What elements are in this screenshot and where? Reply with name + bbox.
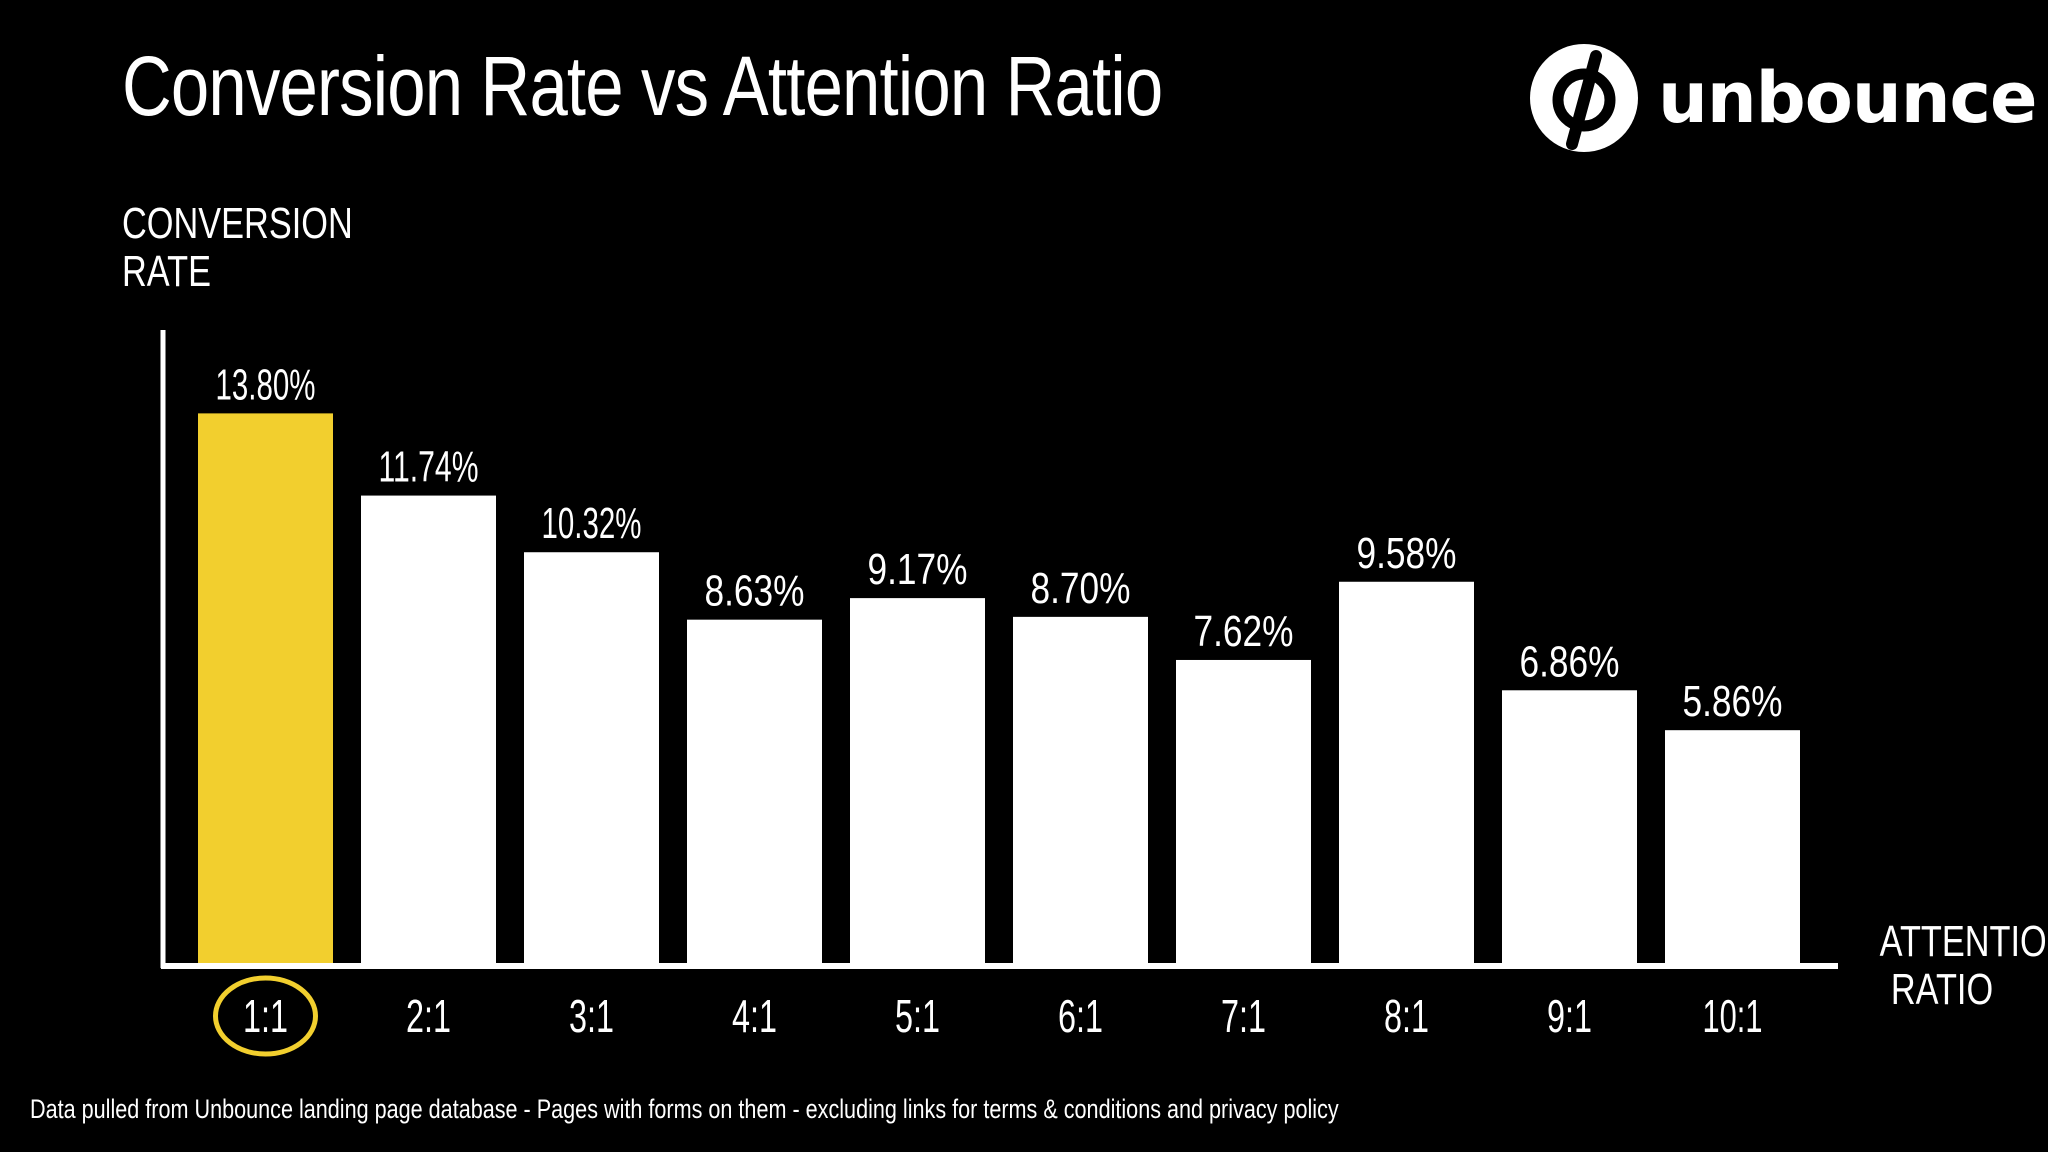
data-labels-layer: 13.80% 11.74% 10.32% 8.63% 9.17% 8.70% 7.62% 9.…: [216, 360, 1783, 726]
brand-name: unbounce: [1658, 57, 2038, 139]
bar-1-1: [198, 413, 333, 964]
bar-3-1: [524, 552, 659, 964]
data-label: 6.86%: [1520, 637, 1620, 686]
bar-9-1: [1502, 690, 1637, 964]
data-label: 9.58%: [1357, 529, 1457, 578]
chart-title: Conversion Rate vs Attention Ratio: [122, 39, 1163, 133]
data-label: 11.74%: [379, 443, 479, 492]
y-axis-label: CONVERSION RATE: [122, 199, 353, 296]
footnote: Data pulled from Unbounce landing page d…: [30, 1094, 1339, 1124]
brand: unbounce: [1528, 42, 2038, 154]
bar-10-1: [1665, 730, 1800, 964]
data-label: 13.80%: [216, 360, 316, 409]
highlight-ring: [213, 975, 318, 1057]
bar-5-1: [850, 598, 985, 964]
x-tick-labels-layer: 1:1 2:1 3:1 4:1 5:1 6:1 7:1 8:1 9:1 10:1: [213, 975, 1763, 1057]
x-tick-label: 8:1: [1384, 990, 1429, 1042]
data-label: 8.70%: [1031, 564, 1131, 613]
bar-8-1: [1339, 581, 1474, 964]
unbounce-logo-icon: [1530, 44, 1638, 152]
x-tick-label: 4:1: [732, 990, 777, 1042]
x-tick-label: 3:1: [569, 990, 614, 1042]
x-tick-label: 7:1: [1221, 990, 1266, 1042]
x-tick-label: 1:1: [243, 990, 288, 1042]
data-label: 5.86%: [1683, 677, 1783, 726]
data-label: 8.63%: [705, 567, 805, 616]
bar-4-1: [687, 619, 822, 964]
x-tick-label: 9:1: [1547, 990, 1592, 1042]
x-tick-label: 5:1: [895, 990, 940, 1042]
data-label: 9.17%: [868, 545, 968, 594]
bar-7-1: [1176, 659, 1311, 964]
bar-6-1: [1013, 616, 1148, 964]
bars-layer: [198, 413, 1800, 964]
bar-2-1: [361, 495, 496, 964]
data-label: 10.32%: [542, 499, 642, 548]
data-label: 7.62%: [1194, 607, 1294, 656]
x-tick-label: 10:1: [1703, 990, 1763, 1042]
x-tick-label: 6:1: [1058, 990, 1103, 1042]
x-tick-label: 2:1: [406, 990, 451, 1042]
